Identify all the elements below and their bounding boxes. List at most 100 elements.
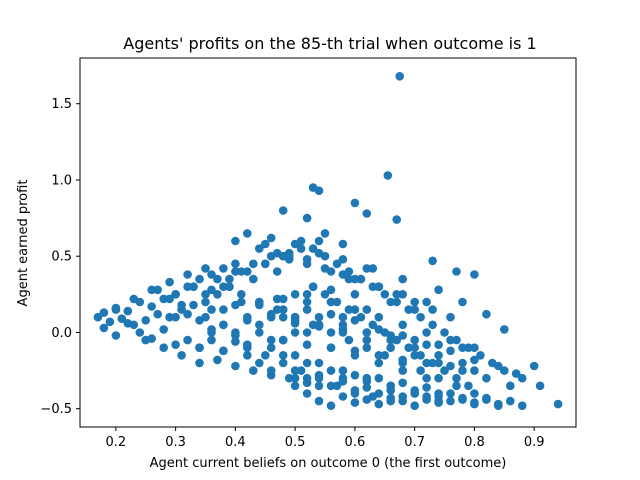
scatter-point [302, 297, 312, 307]
scatter-point [338, 366, 348, 375]
scatter-point [374, 358, 384, 368]
scatter-point [249, 259, 258, 269]
scatter-point [111, 305, 121, 314]
scatter-point [165, 294, 174, 304]
scatter-point [410, 335, 420, 345]
scatter-point [201, 290, 210, 299]
scatter-point [374, 373, 384, 383]
scatter-point [386, 297, 396, 307]
scatter-point [195, 343, 204, 353]
scatter-point [165, 277, 174, 287]
scatter-point [362, 305, 372, 314]
plot-frame [79, 57, 577, 428]
scatter-point [171, 340, 180, 350]
scatter-point [368, 282, 378, 292]
scatter-point [326, 381, 336, 391]
scatter-point [332, 381, 342, 391]
scatter-point [500, 366, 509, 375]
scatter-point [500, 325, 509, 334]
scatter-point [213, 355, 222, 365]
scatter-point [207, 305, 216, 314]
scatter-point [308, 320, 318, 330]
scatter-point [314, 381, 324, 391]
scatter-point [482, 309, 491, 319]
scatter-point [362, 373, 372, 383]
scatter-point [494, 361, 503, 371]
x-tick-label: 0.5 [285, 435, 306, 450]
scatter-point [207, 335, 216, 345]
scatter-point [254, 358, 264, 368]
scatter-point [338, 392, 348, 401]
scatter-point [428, 358, 437, 368]
scatter-point [189, 282, 198, 292]
scatter-point [213, 290, 222, 299]
scatter-point [302, 373, 312, 383]
scatter-point [207, 325, 216, 334]
scatter-point [183, 309, 192, 319]
scatter-point [416, 351, 425, 360]
scatter-point [261, 259, 270, 269]
scatter-point [446, 335, 455, 345]
scatter-point [446, 346, 455, 356]
scatter-point [249, 366, 258, 375]
scatter-point [278, 358, 288, 368]
scatter-point [153, 285, 162, 295]
scatter-point [350, 351, 360, 360]
scatter-point [392, 215, 402, 224]
scatter-point [452, 381, 461, 391]
scatter-point [266, 343, 276, 353]
x-tick-label: 0.9 [524, 435, 545, 450]
scatter-point [440, 328, 449, 337]
scatter-point [350, 398, 360, 407]
scatter-point [422, 383, 431, 392]
scatter-point [153, 309, 162, 319]
scatter-point [434, 396, 443, 406]
scatter-point [266, 233, 276, 243]
scatter-point [147, 302, 156, 311]
scatter-point [290, 351, 300, 360]
scatter-points [93, 72, 563, 411]
scatter-point [386, 393, 396, 403]
scatter-point [362, 209, 372, 218]
scatter-point [302, 213, 312, 223]
scatter-point [231, 259, 240, 269]
scatter-point [398, 331, 408, 340]
scatter-point [195, 316, 204, 325]
scatter-point [368, 320, 378, 330]
scatter-point [290, 290, 300, 299]
scatter-point [302, 259, 312, 269]
scatter-point [452, 267, 461, 276]
scatter-point [219, 346, 228, 356]
scatter-point [219, 282, 228, 292]
chart-title: Agents' profits on the 85-th trial when … [123, 34, 536, 53]
x-tick-label: 0.4 [225, 435, 246, 450]
scatter-point [195, 274, 204, 284]
scatter-point [350, 274, 360, 284]
scatter-point [344, 305, 354, 314]
scatter-point [171, 290, 180, 299]
scatter-point [529, 361, 539, 371]
scatter-point [296, 366, 306, 375]
scatter-point [290, 328, 300, 337]
scatter-point [392, 335, 402, 345]
scatter-point [308, 244, 318, 253]
scatter-point [434, 351, 443, 360]
scatter-point [165, 312, 174, 322]
scatter-point [511, 369, 521, 378]
scatter-point [350, 305, 360, 314]
scatter-point [380, 351, 390, 360]
scatter-point [213, 274, 222, 284]
scatter-point [261, 351, 270, 360]
y-tick-label: 0.5 [51, 250, 72, 265]
scatter-point [362, 383, 372, 392]
scatter-point [404, 305, 414, 314]
scatter-point [398, 290, 408, 299]
scatter-point [302, 290, 312, 299]
scatter-point [517, 373, 527, 383]
scatter-point [392, 290, 402, 299]
scatter-point [225, 282, 234, 292]
scatter-point [314, 186, 324, 195]
scatter-point [243, 229, 252, 238]
scatter-point [386, 335, 396, 345]
